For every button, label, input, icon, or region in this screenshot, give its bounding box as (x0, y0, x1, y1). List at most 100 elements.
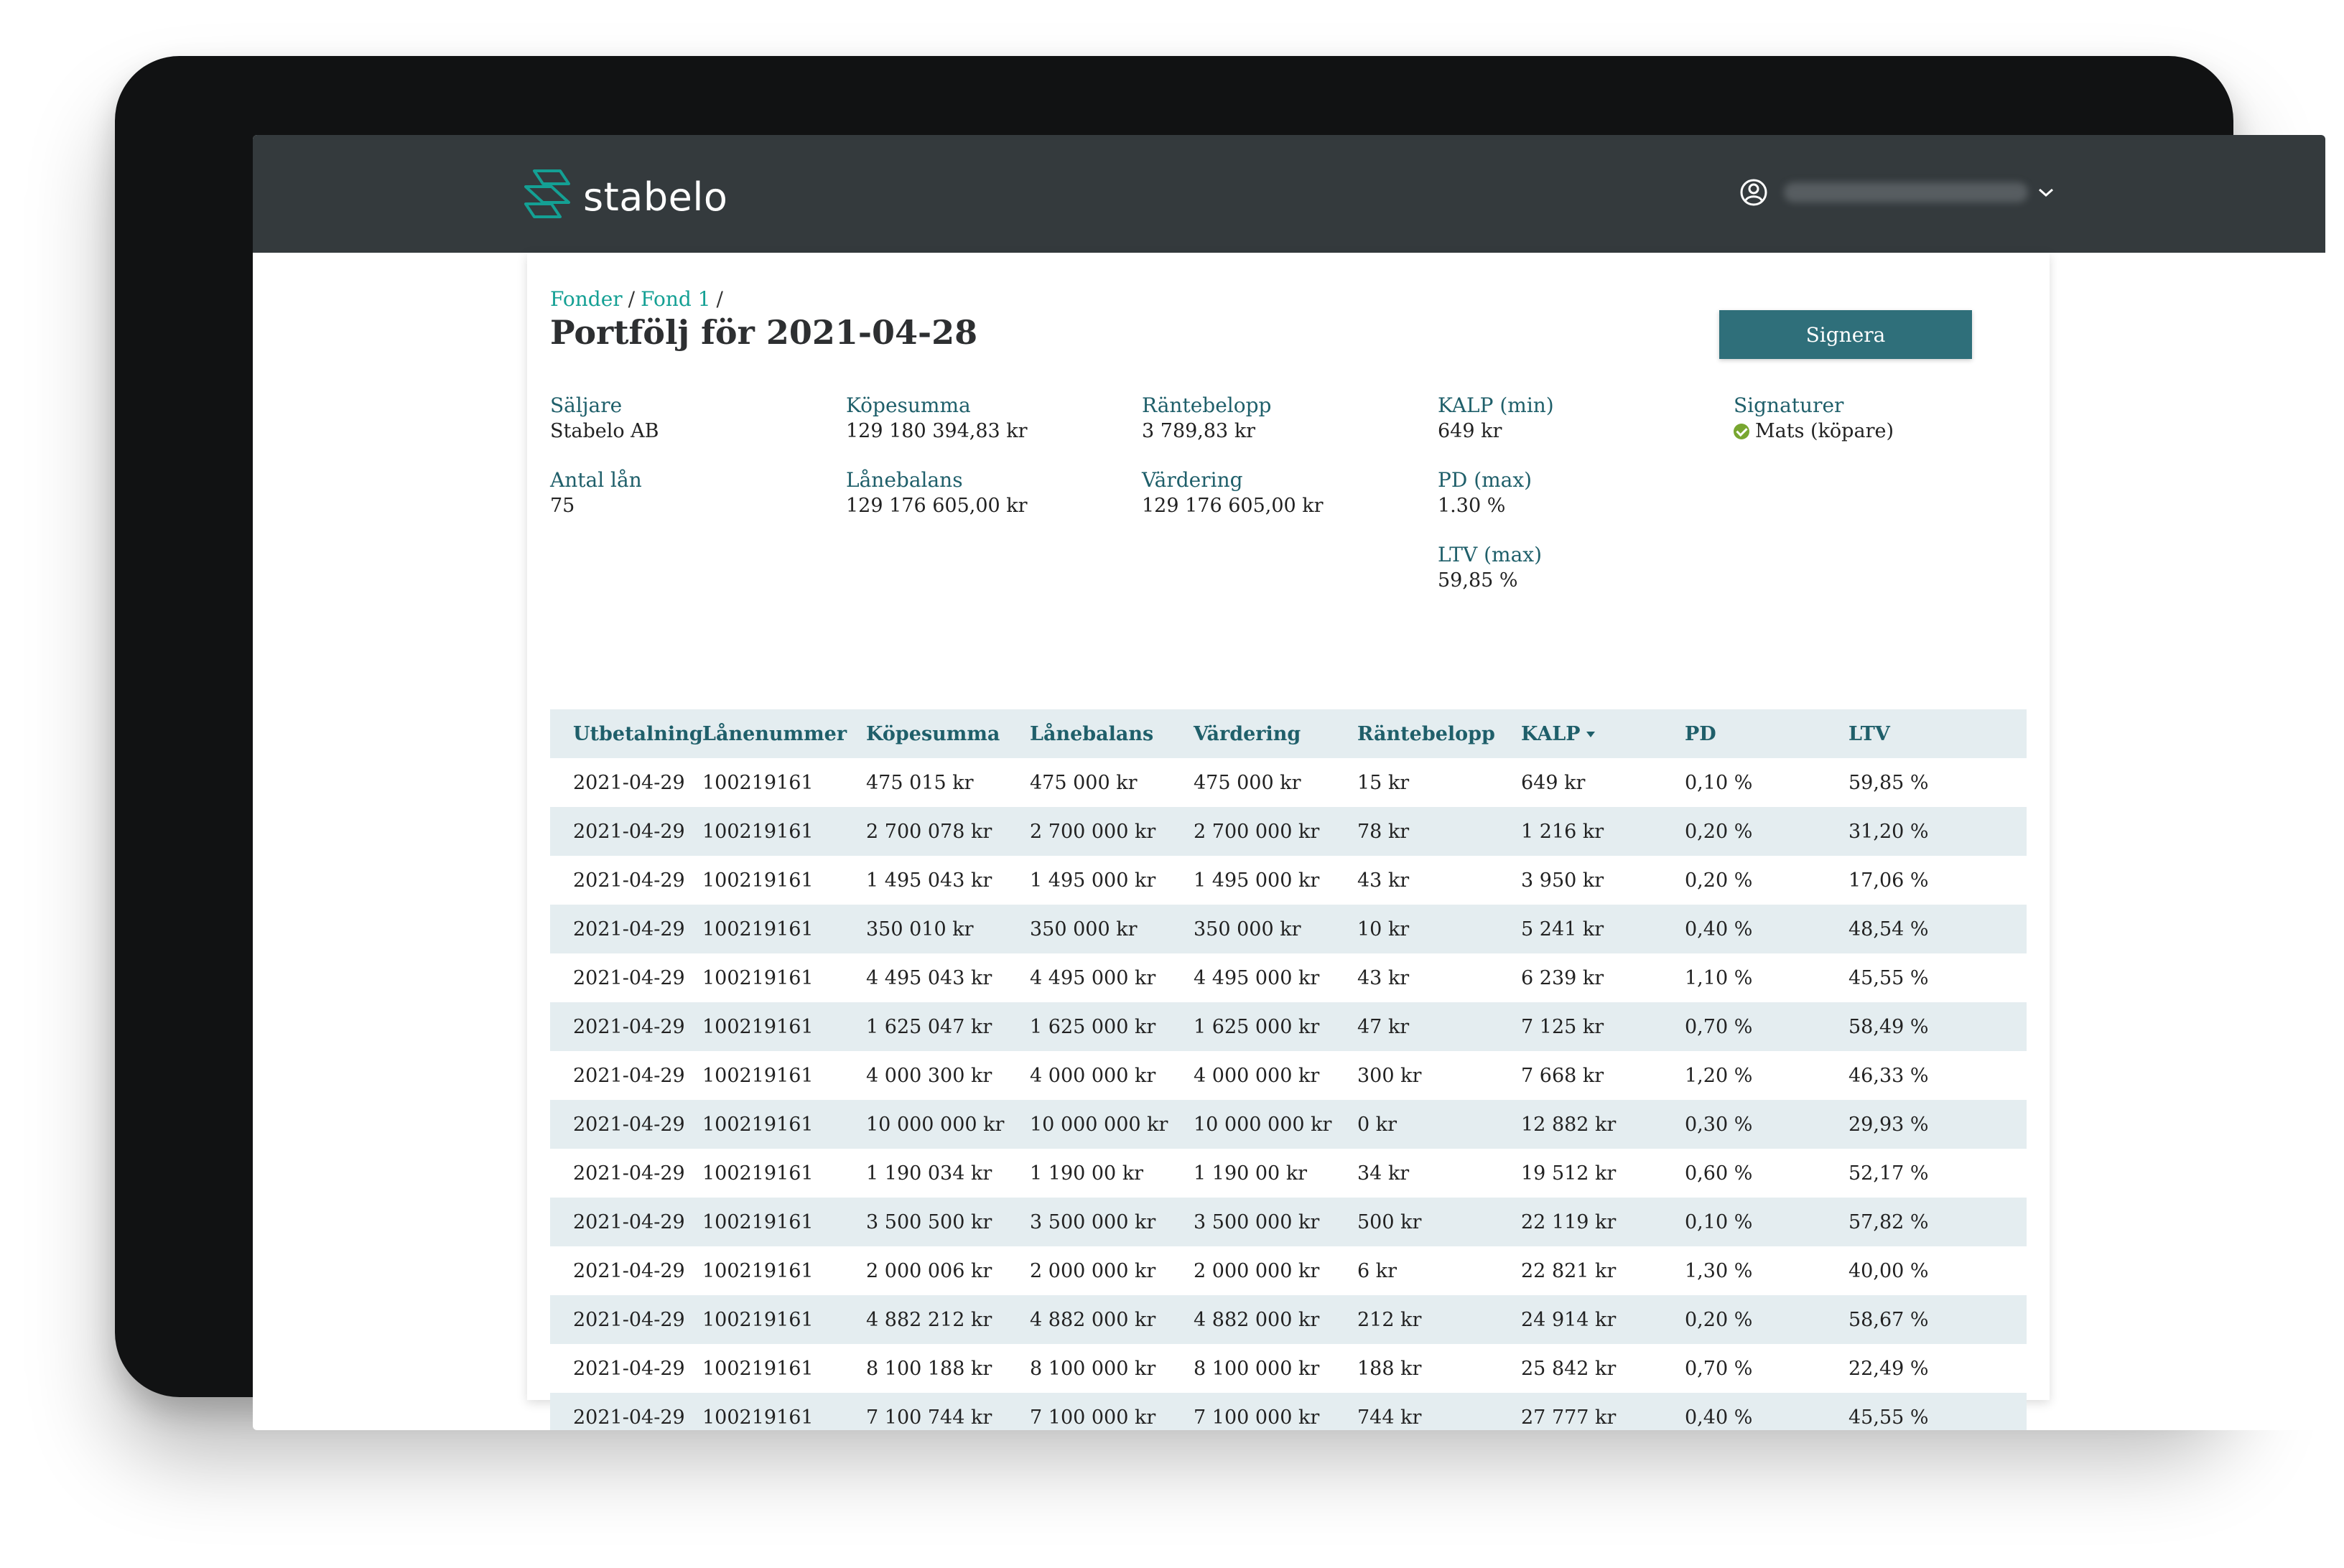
pd-label: PD (max) (1438, 468, 1533, 492)
purchase-sum-field: Köpesumma 129 180 394,83 kr (846, 393, 1028, 442)
cell-loan-balance: 2 700 000 kr (1030, 820, 1156, 843)
brand-logo[interactable]: stabelo (524, 168, 727, 220)
table-row[interactable]: 2021-04-29 100219161 8 100 188 kr 8 100 000… (550, 1344, 2027, 1393)
cell-ltv: 58,49 % (1848, 1015, 1929, 1038)
loan-count-label: Antal lån (550, 468, 642, 492)
cell-interest: 34 kr (1357, 1162, 1410, 1185)
column-header-kopesumma[interactable]: Köpesumma (866, 722, 1000, 745)
kalp-label: KALP (min) (1438, 393, 1554, 417)
table-row[interactable]: 2021-04-29 100219161 3 500 500 kr 3 500 000… (550, 1198, 2027, 1246)
table-row[interactable]: 2021-04-29 100219161 1 190 034 kr 1 190 00 … (550, 1149, 2027, 1198)
cell-pd: 1,30 % (1685, 1259, 1753, 1282)
table-row[interactable]: 2021-04-29 100219161 7 100 744 kr 7 100 000… (550, 1393, 2027, 1430)
cell-valuation: 10 000 000 kr (1194, 1113, 1332, 1136)
cell-payout-date: 2021-04-29 (573, 966, 685, 989)
breadcrumb-fond[interactable]: Fond 1 (641, 287, 711, 311)
cell-loan-number: 100219161 (702, 1210, 814, 1233)
cell-loan-number: 100219161 (702, 1259, 814, 1282)
breadcrumb-separator: / (716, 287, 723, 311)
column-header-rantebelopp[interactable]: Räntebelopp (1357, 722, 1495, 745)
kalp-value: 649 kr (1438, 420, 1502, 442)
cell-purchase-sum: 7 100 744 kr (866, 1406, 992, 1429)
breadcrumb: Fonder / Fond 1/ (550, 287, 729, 311)
sign-button[interactable]: Signera (1719, 310, 1972, 359)
column-header-lanebalans[interactable]: Lånebalans (1030, 722, 1154, 745)
interest-value: 3 789,83 kr (1142, 420, 1256, 442)
cell-loan-balance: 1 625 000 kr (1030, 1015, 1156, 1038)
table-row[interactable]: 2021-04-29 100219161 10 000 000 kr 10 000 0… (550, 1100, 2027, 1149)
cell-kalp: 7 668 kr (1521, 1064, 1604, 1087)
column-header-lanenummer[interactable]: Lånenummer (702, 722, 847, 745)
cell-ltv: 46,33 % (1848, 1064, 1929, 1087)
cell-ltv: 17,06 % (1848, 869, 1929, 892)
breadcrumb-fonder[interactable]: Fonder (550, 287, 623, 311)
cell-purchase-sum: 4 495 043 kr (866, 966, 992, 989)
table-header: Utbetalning Lånenummer Köpesumma Lånebal… (550, 709, 2027, 758)
signature-entry: Mats (köpare) (1734, 420, 1894, 442)
cell-ltv: 22,49 % (1848, 1357, 1929, 1380)
cell-loan-number: 100219161 (702, 820, 814, 843)
table-row[interactable]: 2021-04-29 100219161 350 010 kr 350 000 kr 3… (550, 905, 2027, 953)
table-row[interactable]: 2021-04-29 100219161 4 495 043 kr 4 495 000… (550, 953, 2027, 1002)
cell-pd: 0,70 % (1685, 1015, 1753, 1038)
cell-valuation: 2 700 000 kr (1194, 820, 1320, 843)
chevron-down-icon[interactable] (2037, 186, 2055, 199)
table-body: 2021-04-29 100219161 475 015 kr 475 000 kr 4… (550, 758, 2027, 1430)
user-menu[interactable] (1739, 178, 2055, 207)
cell-loan-number: 100219161 (702, 869, 814, 892)
cell-loan-number: 100219161 (702, 1406, 814, 1429)
cell-loan-balance: 475 000 kr (1030, 771, 1138, 794)
loan-balance-field: Lånebalans 129 176 605,00 kr (846, 468, 1028, 517)
cell-pd: 0,10 % (1685, 771, 1753, 794)
ltv-label: LTV (max) (1438, 543, 1542, 566)
column-header-pd[interactable]: PD (1685, 722, 1716, 745)
column-header-utbetalning[interactable]: Utbetalning (573, 722, 703, 745)
table-row[interactable]: 2021-04-29 100219161 1 625 047 kr 1 625 000… (550, 1002, 2027, 1051)
loan-balance-value: 129 176 605,00 kr (846, 495, 1028, 517)
cell-loan-number: 100219161 (702, 1113, 814, 1136)
table-row[interactable]: 2021-04-29 100219161 4 000 300 kr 4 000 000… (550, 1051, 2027, 1100)
kalp-field: KALP (min) 649 kr (1438, 393, 1554, 442)
cell-interest: 78 kr (1357, 820, 1410, 843)
cell-loan-balance: 8 100 000 kr (1030, 1357, 1156, 1380)
signature-name: Mats (köpare) (1755, 420, 1894, 442)
device-frame: stabelo Fonder / Fond 1/ Portfölj för 2021… (115, 56, 2325, 1430)
cell-ltv: 45,55 % (1848, 1406, 1929, 1429)
cell-valuation: 4 495 000 kr (1194, 966, 1320, 989)
cell-pd: 0,20 % (1685, 869, 1753, 892)
valuation-label: Värdering (1142, 468, 1243, 492)
ltv-field: LTV (max) 59,85 % (1438, 543, 1542, 592)
cell-valuation: 2 000 000 kr (1194, 1259, 1320, 1282)
cell-payout-date: 2021-04-29 (573, 1357, 685, 1380)
table-row[interactable]: 2021-04-29 100219161 1 495 043 kr 1 495 000… (550, 856, 2027, 905)
cell-purchase-sum: 4 882 212 kr (866, 1308, 992, 1331)
cell-kalp: 5 241 kr (1521, 918, 1604, 941)
cell-payout-date: 2021-04-29 (573, 1113, 685, 1136)
cell-payout-date: 2021-04-29 (573, 918, 685, 941)
purchase-sum-value: 129 180 394,83 kr (846, 420, 1028, 442)
table-row[interactable]: 2021-04-29 100219161 475 015 kr 475 000 kr 4… (550, 758, 2027, 807)
interest-field: Räntebelopp 3 789,83 kr (1142, 393, 1271, 442)
table-row[interactable]: 2021-04-29 100219161 4 882 212 kr 4 882 000… (550, 1295, 2027, 1344)
cell-ltv: 52,17 % (1848, 1162, 1929, 1185)
cell-pd: 0,20 % (1685, 1308, 1753, 1331)
cell-purchase-sum: 350 010 kr (866, 918, 974, 941)
column-header-kalp[interactable]: KALP (1521, 723, 1685, 745)
cell-payout-date: 2021-04-29 (573, 820, 685, 843)
cell-ltv: 59,85 % (1848, 771, 1929, 794)
column-header-vardering[interactable]: Värdering (1194, 722, 1301, 745)
portfolio-card: Fonder / Fond 1/ Portfölj för 2021-04-28 S… (527, 253, 2050, 1430)
table-row[interactable]: 2021-04-29 100219161 2 000 006 kr 2 000 000… (550, 1246, 2027, 1295)
cell-loan-balance: 2 000 000 kr (1030, 1259, 1156, 1282)
table-row[interactable]: 2021-04-29 100219161 2 700 078 kr 2 700 000… (550, 807, 2027, 856)
cell-purchase-sum: 1 495 043 kr (866, 869, 992, 892)
cell-loan-balance: 1 190 00 kr (1030, 1162, 1144, 1185)
cell-pd: 1,20 % (1685, 1064, 1753, 1087)
cell-payout-date: 2021-04-29 (573, 1064, 685, 1087)
column-header-ltv[interactable]: LTV (1848, 722, 1890, 745)
cell-kalp: 1 216 kr (1521, 820, 1604, 843)
cell-pd: 0,70 % (1685, 1357, 1753, 1380)
cell-purchase-sum: 2 700 078 kr (866, 820, 992, 843)
cell-purchase-sum: 3 500 500 kr (866, 1210, 992, 1233)
cell-loan-number: 100219161 (702, 918, 814, 941)
